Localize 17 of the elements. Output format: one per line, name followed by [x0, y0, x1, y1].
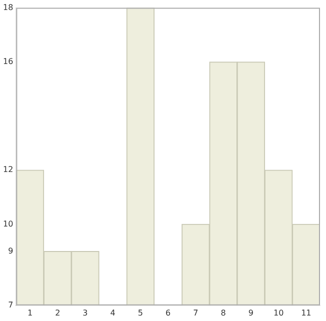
y-tick-label: 7: [8, 300, 14, 310]
x-tick-label: 7: [193, 308, 198, 318]
y-tick-label: 18: [2, 2, 14, 12]
x-tick-label: 8: [220, 308, 226, 318]
x-tick-label: 10: [273, 308, 284, 318]
x-tick-label: 3: [82, 308, 88, 318]
y-tick-label: 9: [8, 246, 14, 256]
x-tick-label: 2: [55, 308, 60, 318]
x-tick-label: 1: [27, 308, 33, 318]
x-tick-label: 11: [301, 308, 312, 318]
x-tick-label: 6: [166, 308, 171, 318]
y-tick-label: 10: [2, 219, 14, 228]
x-tick-label: 4: [110, 308, 116, 318]
y-tick-label: 16: [2, 56, 14, 66]
y-tick-label: 12: [2, 165, 14, 174]
x-tick-label: 5: [138, 308, 144, 318]
x-tick-label: 9: [248, 308, 254, 318]
